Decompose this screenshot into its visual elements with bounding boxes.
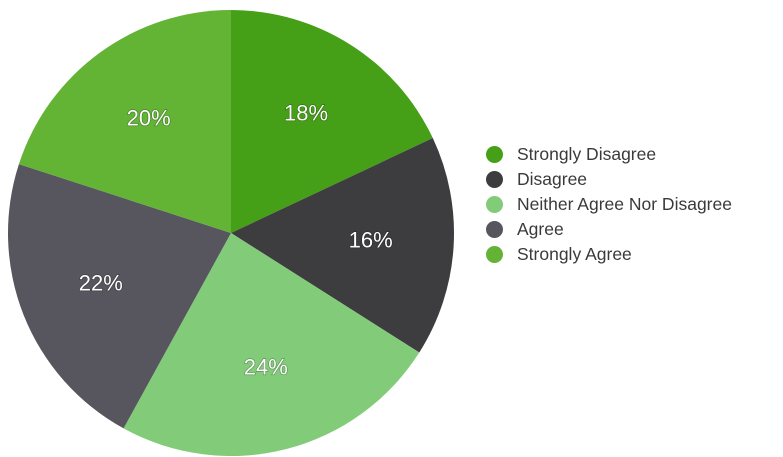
legend-label: Disagree xyxy=(517,169,588,189)
legend-swatch xyxy=(486,221,503,238)
slice-label-strongly-disagree: 18% xyxy=(284,101,328,126)
legend-item-agree: Agree xyxy=(486,217,732,242)
pie-slices xyxy=(7,10,455,457)
legend-swatch xyxy=(486,196,503,213)
legend-item-disagree: Disagree xyxy=(486,167,732,192)
pie-slice-neither-agree-nor-disagree xyxy=(123,233,420,457)
pie-slice-agree xyxy=(7,164,232,429)
pie-slice-strongly-disagree xyxy=(231,10,433,233)
legend-label: Agree xyxy=(517,219,564,239)
slice-label-agree: 22% xyxy=(79,270,123,295)
slice-label-disagree: 16% xyxy=(349,228,393,253)
legend-label: Neither Agree Nor Disagree xyxy=(517,194,732,214)
legend-label: Strongly Disagree xyxy=(517,144,657,164)
chart-legend: Strongly Disagree Disagree Neither Agree N… xyxy=(486,142,732,267)
pie-labels: 18% 16% 24% 22% 20% xyxy=(78,100,393,380)
legend-swatch xyxy=(486,146,503,163)
legend-item-neither-agree-nor-disagree: Neither Agree Nor Disagree xyxy=(486,192,732,217)
legend-label: Strongly Agree xyxy=(517,244,632,264)
legend-item-strongly-disagree: Strongly Disagree xyxy=(486,142,732,167)
pie-slice-strongly-agree xyxy=(18,10,231,233)
legend-item-strongly-agree: Strongly Agree xyxy=(486,242,732,267)
slice-label-neither-agree-nor-disagree: 24% xyxy=(244,354,288,379)
legend-swatch xyxy=(486,246,503,263)
slice-label-strongly-agree: 20% xyxy=(127,106,171,131)
pie-slice-disagree xyxy=(231,138,455,353)
legend-swatch xyxy=(486,171,503,188)
